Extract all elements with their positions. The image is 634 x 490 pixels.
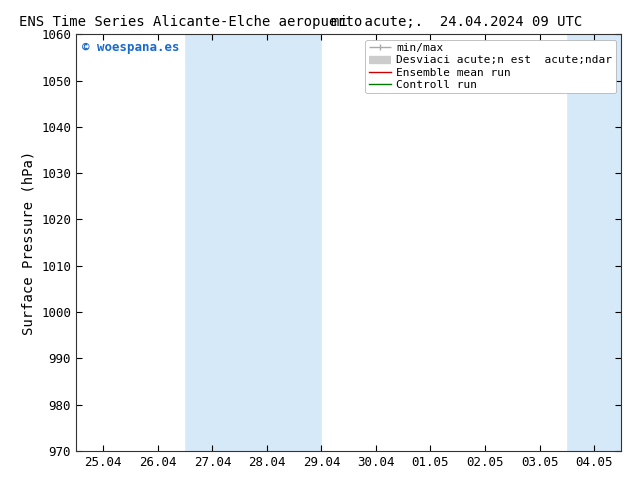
Bar (567, 34, 621, 451)
Legend: min/max, Desviaci acute;n est  acute;ndar, Ensemble mean run, Controll run: min/max, Desviaci acute;n est acute;ndar… (365, 40, 616, 93)
Text: ENS Time Series Alicante-Elche aeropuerto: ENS Time Series Alicante-Elche aeropuert… (18, 15, 362, 29)
Bar (185, 34, 321, 451)
Y-axis label: Surface Pressure (hPa): Surface Pressure (hPa) (22, 150, 36, 335)
Text: © woespana.es: © woespana.es (82, 41, 179, 53)
Text: mi  acute;.  24.04.2024 09 UTC: mi acute;. 24.04.2024 09 UTC (331, 15, 582, 29)
